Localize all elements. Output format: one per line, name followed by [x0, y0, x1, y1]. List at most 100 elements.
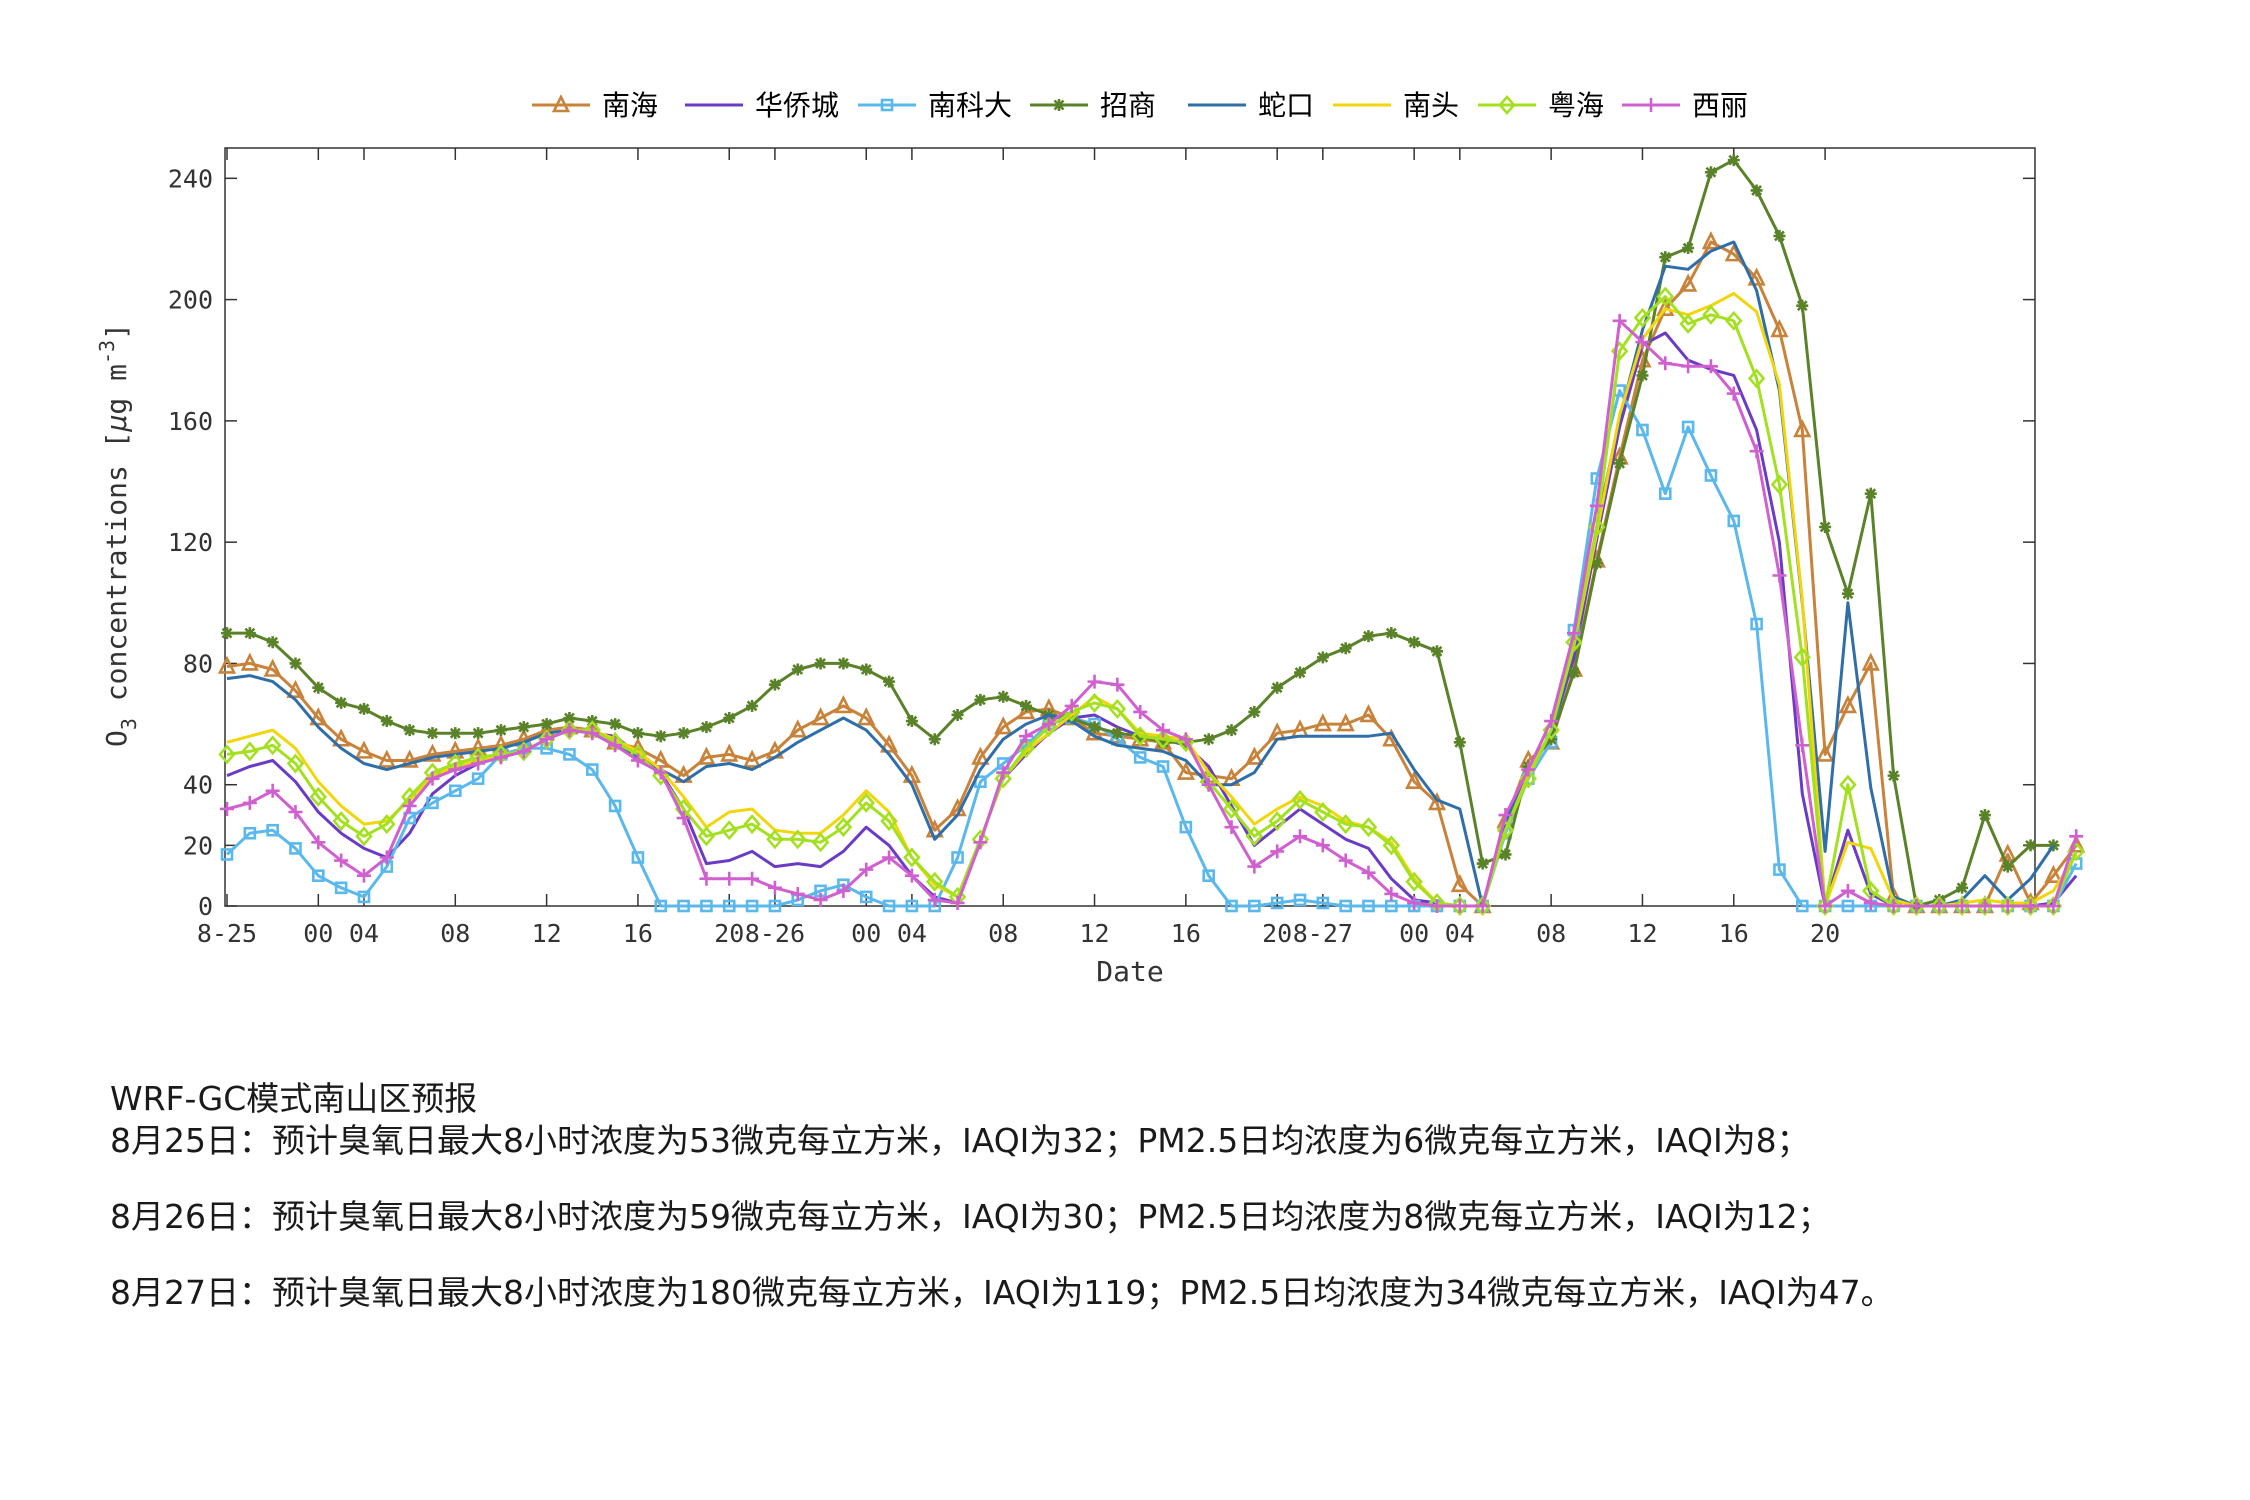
data-point	[1475, 899, 1490, 913]
data-point	[1202, 869, 1215, 882]
data-point	[288, 805, 303, 820]
data-point	[426, 796, 439, 810]
data-point	[1864, 487, 1877, 500]
data-point	[1248, 899, 1261, 913]
data-point	[266, 823, 279, 837]
data-point	[1316, 896, 1330, 910]
data-point	[1726, 386, 1741, 401]
legend-entry: 南头	[1333, 89, 1459, 122]
data-point	[903, 847, 921, 868]
data-point	[1385, 627, 1398, 640]
data-point	[1884, 896, 1903, 916]
data-point	[1499, 848, 1512, 861]
data-point	[425, 771, 440, 786]
x-tick-label: 00	[303, 919, 333, 948]
data-point	[1656, 286, 1675, 307]
y-tick-label: 120	[168, 528, 213, 557]
data-point	[402, 798, 417, 813]
data-point	[1111, 727, 1124, 740]
legend-marker	[1053, 99, 1065, 111]
data-point	[1747, 267, 1766, 286]
data-point	[562, 723, 577, 738]
data-point	[220, 801, 234, 816]
data-point	[220, 848, 234, 861]
data-point	[1704, 166, 1717, 179]
data-point	[1429, 899, 1444, 913]
data-point	[1313, 713, 1332, 732]
data-point	[996, 765, 1011, 780]
data-point	[745, 899, 759, 913]
x-tick-label: 8-26	[745, 919, 805, 948]
data-point	[1750, 617, 1763, 631]
x-tick-label: 04	[897, 919, 927, 948]
data-point	[1702, 304, 1720, 325]
data-point	[1795, 899, 1809, 913]
data-point	[1978, 809, 1991, 822]
data-point	[332, 728, 351, 747]
data-point	[994, 768, 1012, 789]
data-point	[814, 657, 827, 670]
data-point	[1703, 359, 1718, 374]
x-tick-label: 12	[1627, 919, 1657, 948]
series-2	[220, 384, 2083, 913]
data-point	[2023, 899, 2038, 913]
y-tick-label: 20	[183, 831, 213, 860]
data-point	[1636, 423, 1649, 437]
data-point	[1636, 369, 1649, 382]
series-5	[226, 292, 2078, 908]
data-point	[1020, 699, 1033, 712]
data-point	[493, 750, 508, 765]
data-point	[311, 835, 326, 850]
legend-label: 蛇口	[1258, 89, 1314, 122]
data-point	[1133, 751, 1147, 764]
data-point	[540, 718, 553, 731]
y-tick-label: 160	[168, 407, 213, 436]
data-point	[1133, 704, 1148, 719]
data-point	[1841, 899, 1855, 913]
data-point	[904, 868, 919, 883]
data-point	[1156, 723, 1171, 738]
series-3	[221, 154, 2060, 912]
data-point	[1886, 899, 1901, 913]
y-tick-label: 0	[198, 892, 213, 921]
chart-legend: 南海 华侨城 南科大 招商 蛇口 南头 粤海 西丽	[532, 89, 1748, 122]
legend-label: 招商	[1100, 89, 1156, 122]
data-point	[1770, 319, 1789, 338]
data-point	[1245, 746, 1264, 765]
legend-entry: 粤海	[1478, 89, 1604, 122]
data-point	[286, 679, 305, 699]
y-tick-label: 40	[183, 771, 213, 800]
data-point	[742, 749, 762, 768]
legend-entry: 西丽	[1622, 89, 1748, 122]
data-point	[380, 715, 393, 728]
data-point	[1247, 859, 1262, 874]
data-point	[472, 727, 485, 740]
data-point	[2069, 829, 2084, 844]
data-point	[631, 851, 645, 864]
forecast-text: WRF-GC模式南山区预报 8月25日：预计臭氧日最大8小时浓度为53微克每立方…	[110, 1078, 2210, 1348]
data-point	[242, 795, 257, 810]
data-point	[335, 696, 348, 709]
data-point	[448, 784, 462, 798]
series-line	[226, 240, 2055, 908]
data-point	[700, 721, 713, 734]
legend-entry: 华侨城	[685, 89, 839, 122]
data-point	[1793, 647, 1811, 668]
data-point	[950, 895, 965, 910]
x-tick-label: 20	[714, 919, 744, 948]
data-point	[1679, 273, 1698, 292]
data-point	[379, 850, 394, 865]
data-point	[240, 652, 259, 671]
data-point	[1315, 838, 1330, 853]
data-point	[356, 868, 371, 883]
data-point	[951, 851, 964, 864]
data-point	[630, 753, 645, 768]
data-point	[720, 743, 739, 762]
data-point	[1270, 896, 1284, 910]
data-point	[1453, 736, 1466, 749]
data-point	[608, 799, 622, 813]
data-point	[1839, 774, 1857, 795]
data-point	[1291, 789, 1309, 810]
x-tick-label: 20	[1810, 919, 1840, 948]
data-point	[332, 811, 350, 832]
